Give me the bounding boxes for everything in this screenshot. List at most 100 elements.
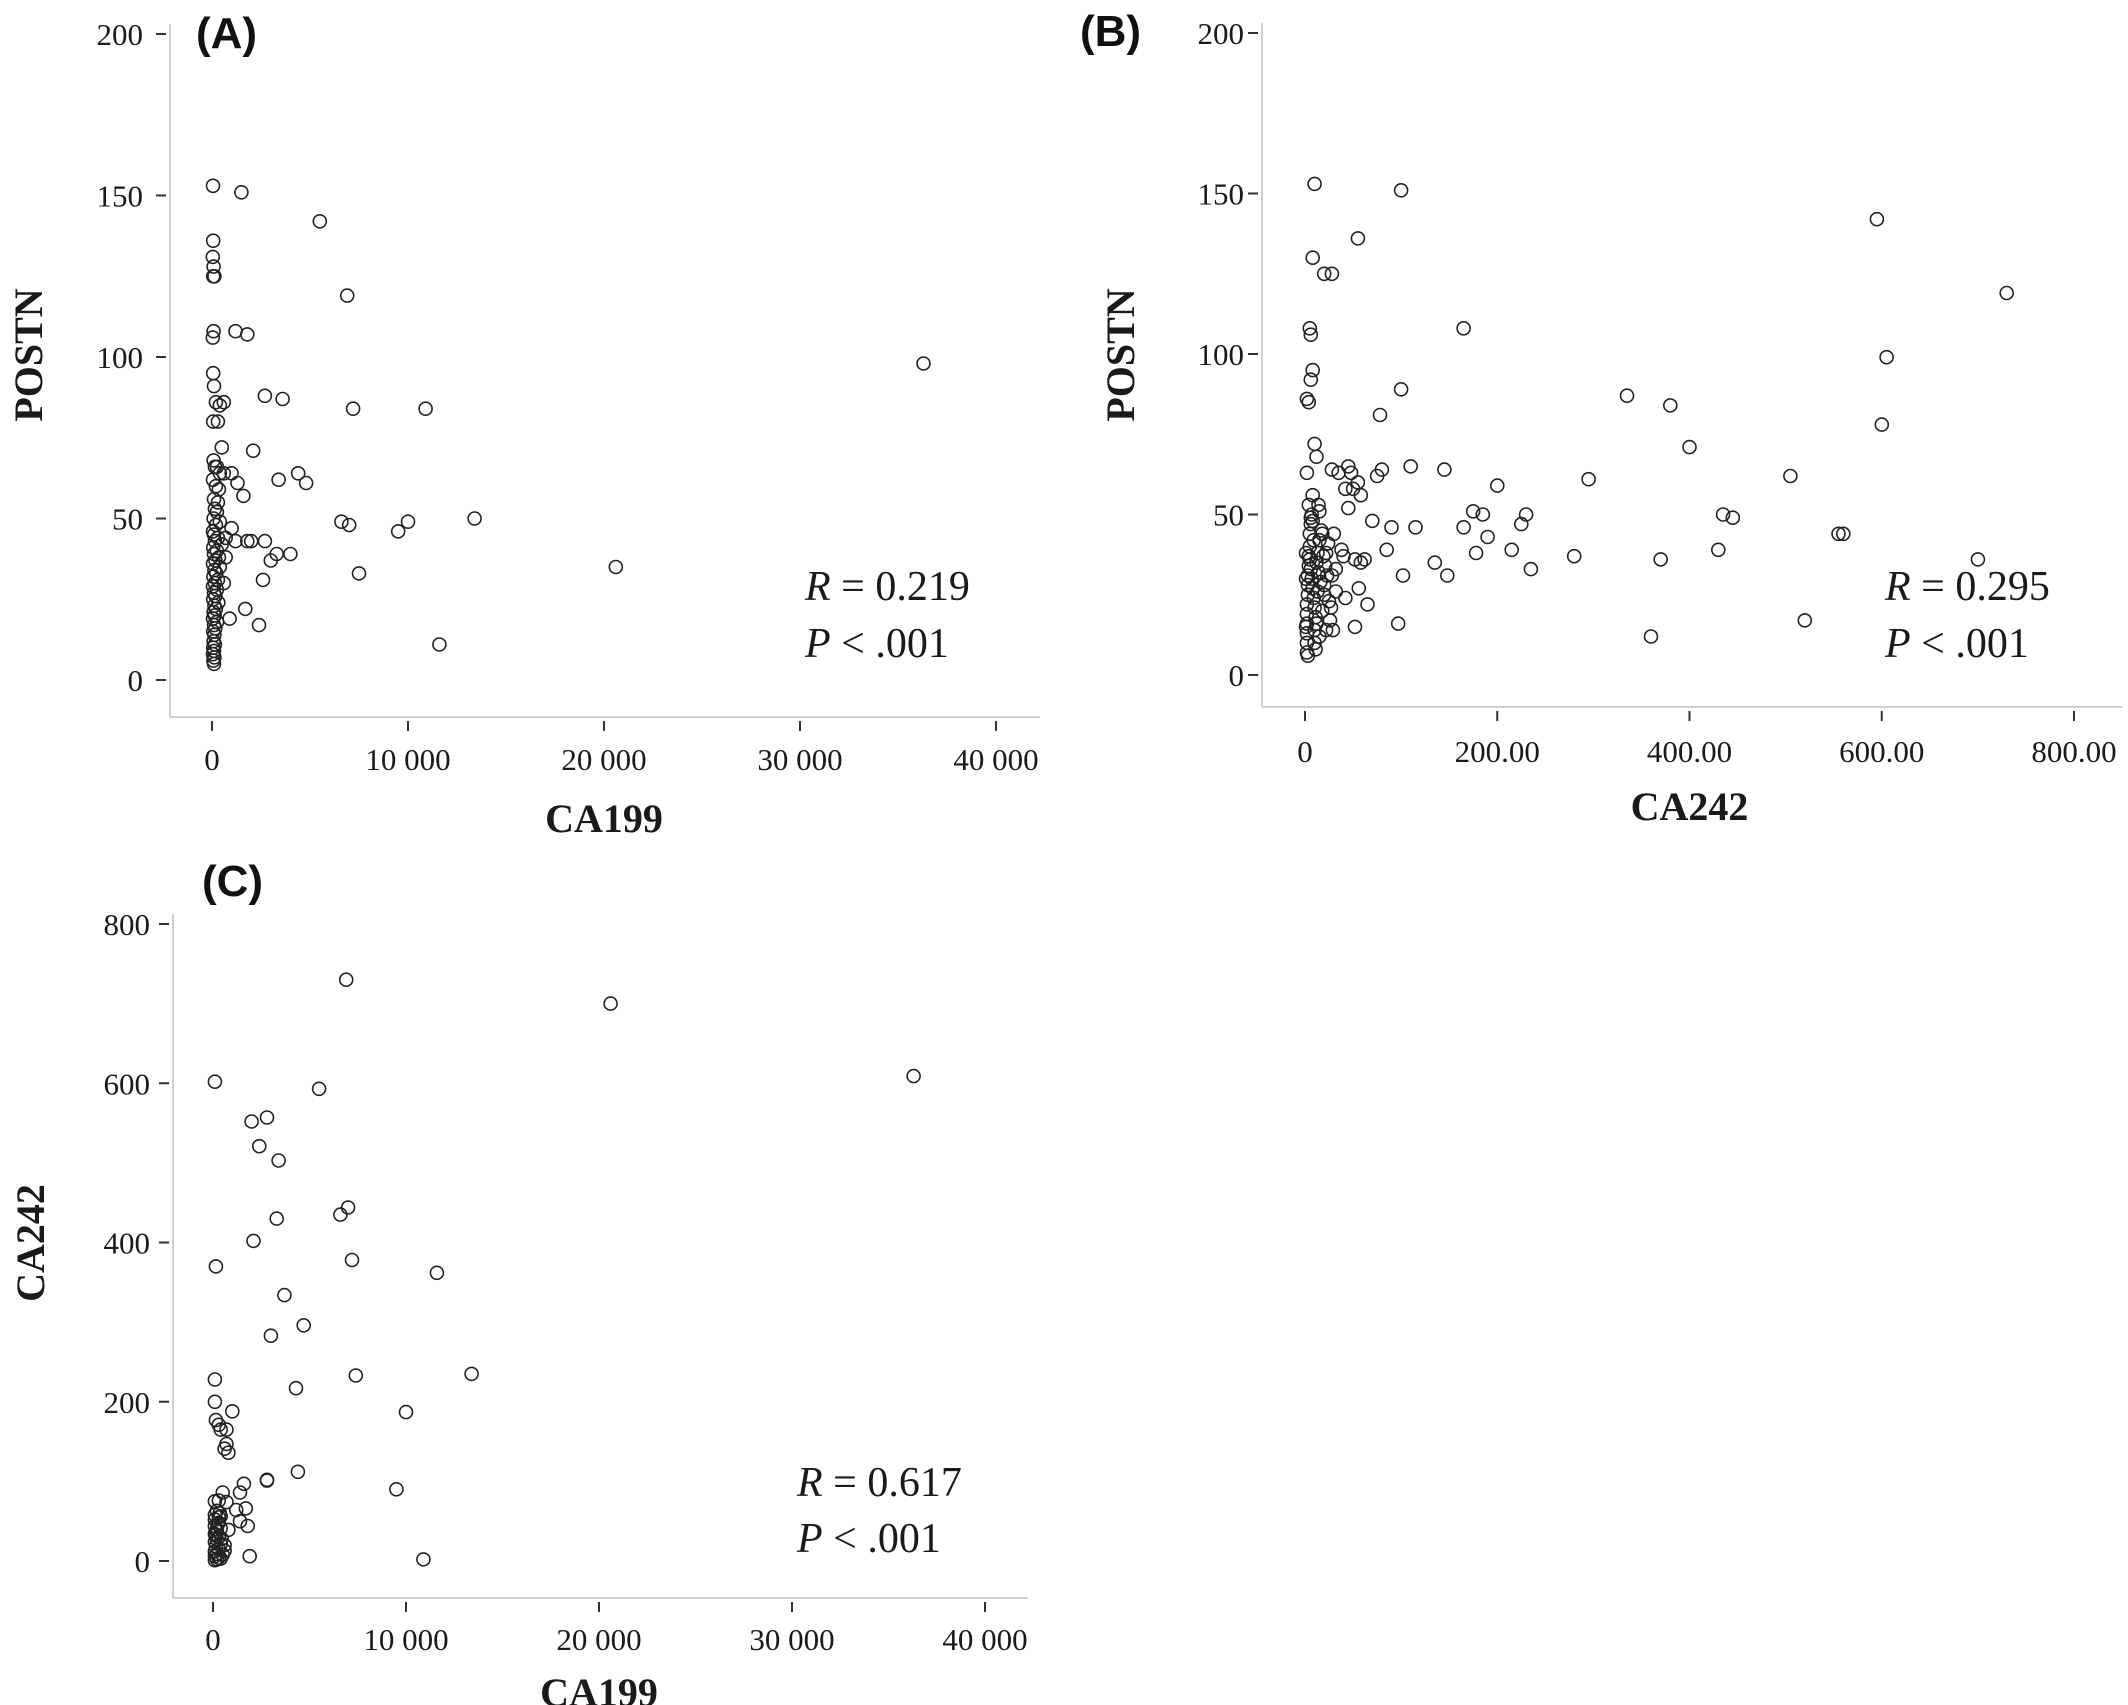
data-point (296, 1318, 312, 1333)
y-tick-label: 200 (104, 1385, 151, 1420)
data-point (212, 514, 228, 530)
data-point (242, 1548, 257, 1564)
data-point (1303, 327, 1319, 343)
data-point (1869, 211, 1885, 227)
data-point (429, 1265, 445, 1281)
y-tick-label: 100 (97, 340, 144, 375)
data-point (234, 185, 249, 200)
data-point (236, 488, 251, 504)
r-annotation: R = 0.295 (1884, 564, 2050, 610)
data-point (1523, 561, 1539, 577)
data-point (1305, 250, 1320, 266)
data-point (1328, 584, 1344, 599)
data-point (389, 1482, 404, 1497)
p-annotation: P < .001 (1884, 621, 2029, 667)
x-axis-title: CA242 (1631, 784, 1749, 829)
data-point (1879, 349, 1894, 365)
x-axis-title: CA199 (545, 796, 663, 841)
data-point (1298, 545, 1314, 561)
data-point (290, 1464, 306, 1480)
x-tick-label: 600.00 (1839, 734, 1924, 769)
data-point (1319, 568, 1335, 583)
data-point (215, 1485, 230, 1500)
data-point (1874, 417, 1890, 432)
data-point (1324, 266, 1340, 282)
data-point (205, 414, 221, 429)
data-point (228, 533, 243, 549)
data-point (206, 656, 222, 672)
data-point (269, 1211, 285, 1226)
data-point (312, 214, 328, 229)
x-tick-label: 0 (205, 1622, 221, 1657)
data-point (224, 520, 239, 536)
data-point (222, 611, 237, 626)
data-point (1393, 183, 1409, 198)
data-point (916, 356, 931, 371)
y-tick-label: 0 (128, 663, 144, 698)
data-point (1663, 398, 1678, 413)
data-point (1310, 584, 1325, 599)
data-point (1323, 600, 1339, 615)
data-point (1307, 176, 1322, 192)
data-point (213, 1422, 228, 1437)
data-point (1314, 523, 1329, 538)
y-tick-label: 50 (112, 502, 143, 537)
data-point (207, 501, 223, 517)
x-tick-label: 20 000 (561, 742, 646, 777)
data-point (1324, 462, 1340, 477)
data-point (1711, 542, 1726, 558)
x-tick-label: 40 000 (942, 1622, 1027, 1657)
data-point (228, 323, 243, 339)
y-tick-label: 0 (1229, 658, 1245, 693)
data-point (211, 595, 226, 610)
data-point (245, 443, 261, 459)
data-point (236, 1476, 252, 1492)
data-point (206, 378, 222, 394)
y-tick-label: 800 (104, 907, 151, 942)
data-point (208, 1527, 224, 1542)
data-point (257, 388, 273, 404)
y-tick-label: 200 (1198, 16, 1245, 51)
data-point (1299, 465, 1315, 481)
data-point (1357, 552, 1372, 567)
data-point (259, 1472, 275, 1488)
data-point (240, 533, 255, 549)
data-point (1395, 568, 1411, 583)
data-point (1619, 388, 1635, 404)
data-point (1309, 449, 1324, 465)
y-tick-label: 50 (1213, 498, 1244, 533)
y-tick-label: 150 (1198, 177, 1245, 212)
data-point (207, 1507, 223, 1523)
data-point (1338, 590, 1353, 606)
data-point (271, 1153, 286, 1168)
data-point (1345, 481, 1361, 497)
data-point (1300, 568, 1316, 583)
data-point (340, 1200, 356, 1215)
data-point (1427, 555, 1443, 570)
data-point (1303, 516, 1319, 532)
data-point (1653, 552, 1668, 567)
data-point (1581, 471, 1596, 487)
data-point (221, 1445, 236, 1460)
data-point (1301, 394, 1317, 410)
data-point (232, 1513, 248, 1529)
data-point (207, 268, 222, 284)
data-point (1408, 519, 1423, 535)
x-tick-label: 30 000 (757, 742, 842, 777)
data-point (432, 637, 447, 652)
data-point (1440, 568, 1455, 583)
y-tick-label: 100 (1198, 337, 1245, 372)
data-point (271, 472, 286, 488)
data-point (240, 327, 255, 342)
r-annotation: R = 0.219 (804, 564, 970, 610)
data-point (1379, 542, 1394, 558)
data-point (263, 1328, 279, 1343)
data-point (298, 475, 314, 491)
data-point (230, 475, 245, 491)
data-point (1456, 320, 1471, 336)
data-point (206, 259, 221, 274)
data-point (1311, 497, 1326, 513)
data-point (1468, 545, 1484, 561)
data-point (906, 1068, 921, 1084)
